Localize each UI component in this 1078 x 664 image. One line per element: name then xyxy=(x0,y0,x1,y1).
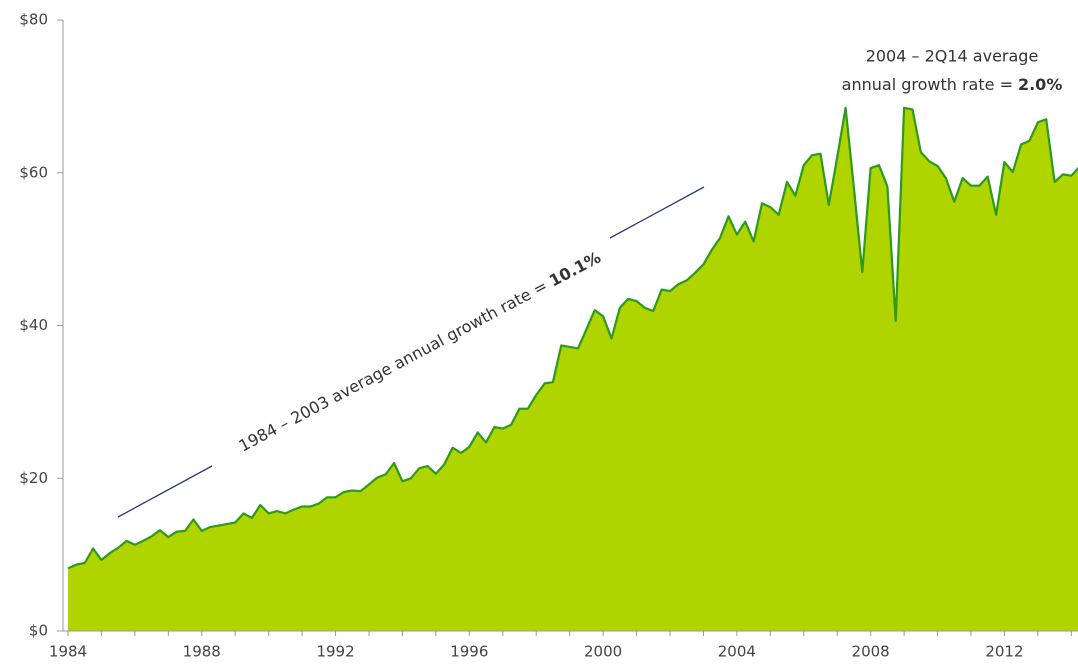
y-tick-label: $60 xyxy=(19,163,48,181)
x-tick-label: 2008 xyxy=(852,643,890,661)
x-tick-label: 1996 xyxy=(450,643,488,661)
x-tick-label: 2004 xyxy=(718,643,756,661)
y-tick-label: $40 xyxy=(19,316,48,334)
x-tick-label: 1992 xyxy=(316,643,354,661)
annotation-line xyxy=(609,186,705,239)
x-tick-label: 1988 xyxy=(183,643,221,661)
annotation-emphasis: 10.1% xyxy=(546,247,604,290)
y-tick-label: $20 xyxy=(19,469,48,487)
annotation-emphasis: 2.0% xyxy=(1018,75,1062,94)
y-tick-label: $80 xyxy=(19,11,48,29)
annotation-right-line1: 2004 – 2Q14 average xyxy=(866,47,1039,66)
x-tick-label: 2000 xyxy=(584,643,622,661)
y-tick-label: $0 xyxy=(29,622,48,640)
annotation-line xyxy=(117,465,213,518)
annotation-right: annual growth rate = 2.0% xyxy=(842,75,1063,94)
annotation-text: annual growth rate = xyxy=(842,75,1013,94)
x-tick-label: 2012 xyxy=(985,643,1023,661)
line xyxy=(67,106,1078,570)
area xyxy=(68,107,1078,631)
x-tick-label: 1984 xyxy=(49,643,87,661)
